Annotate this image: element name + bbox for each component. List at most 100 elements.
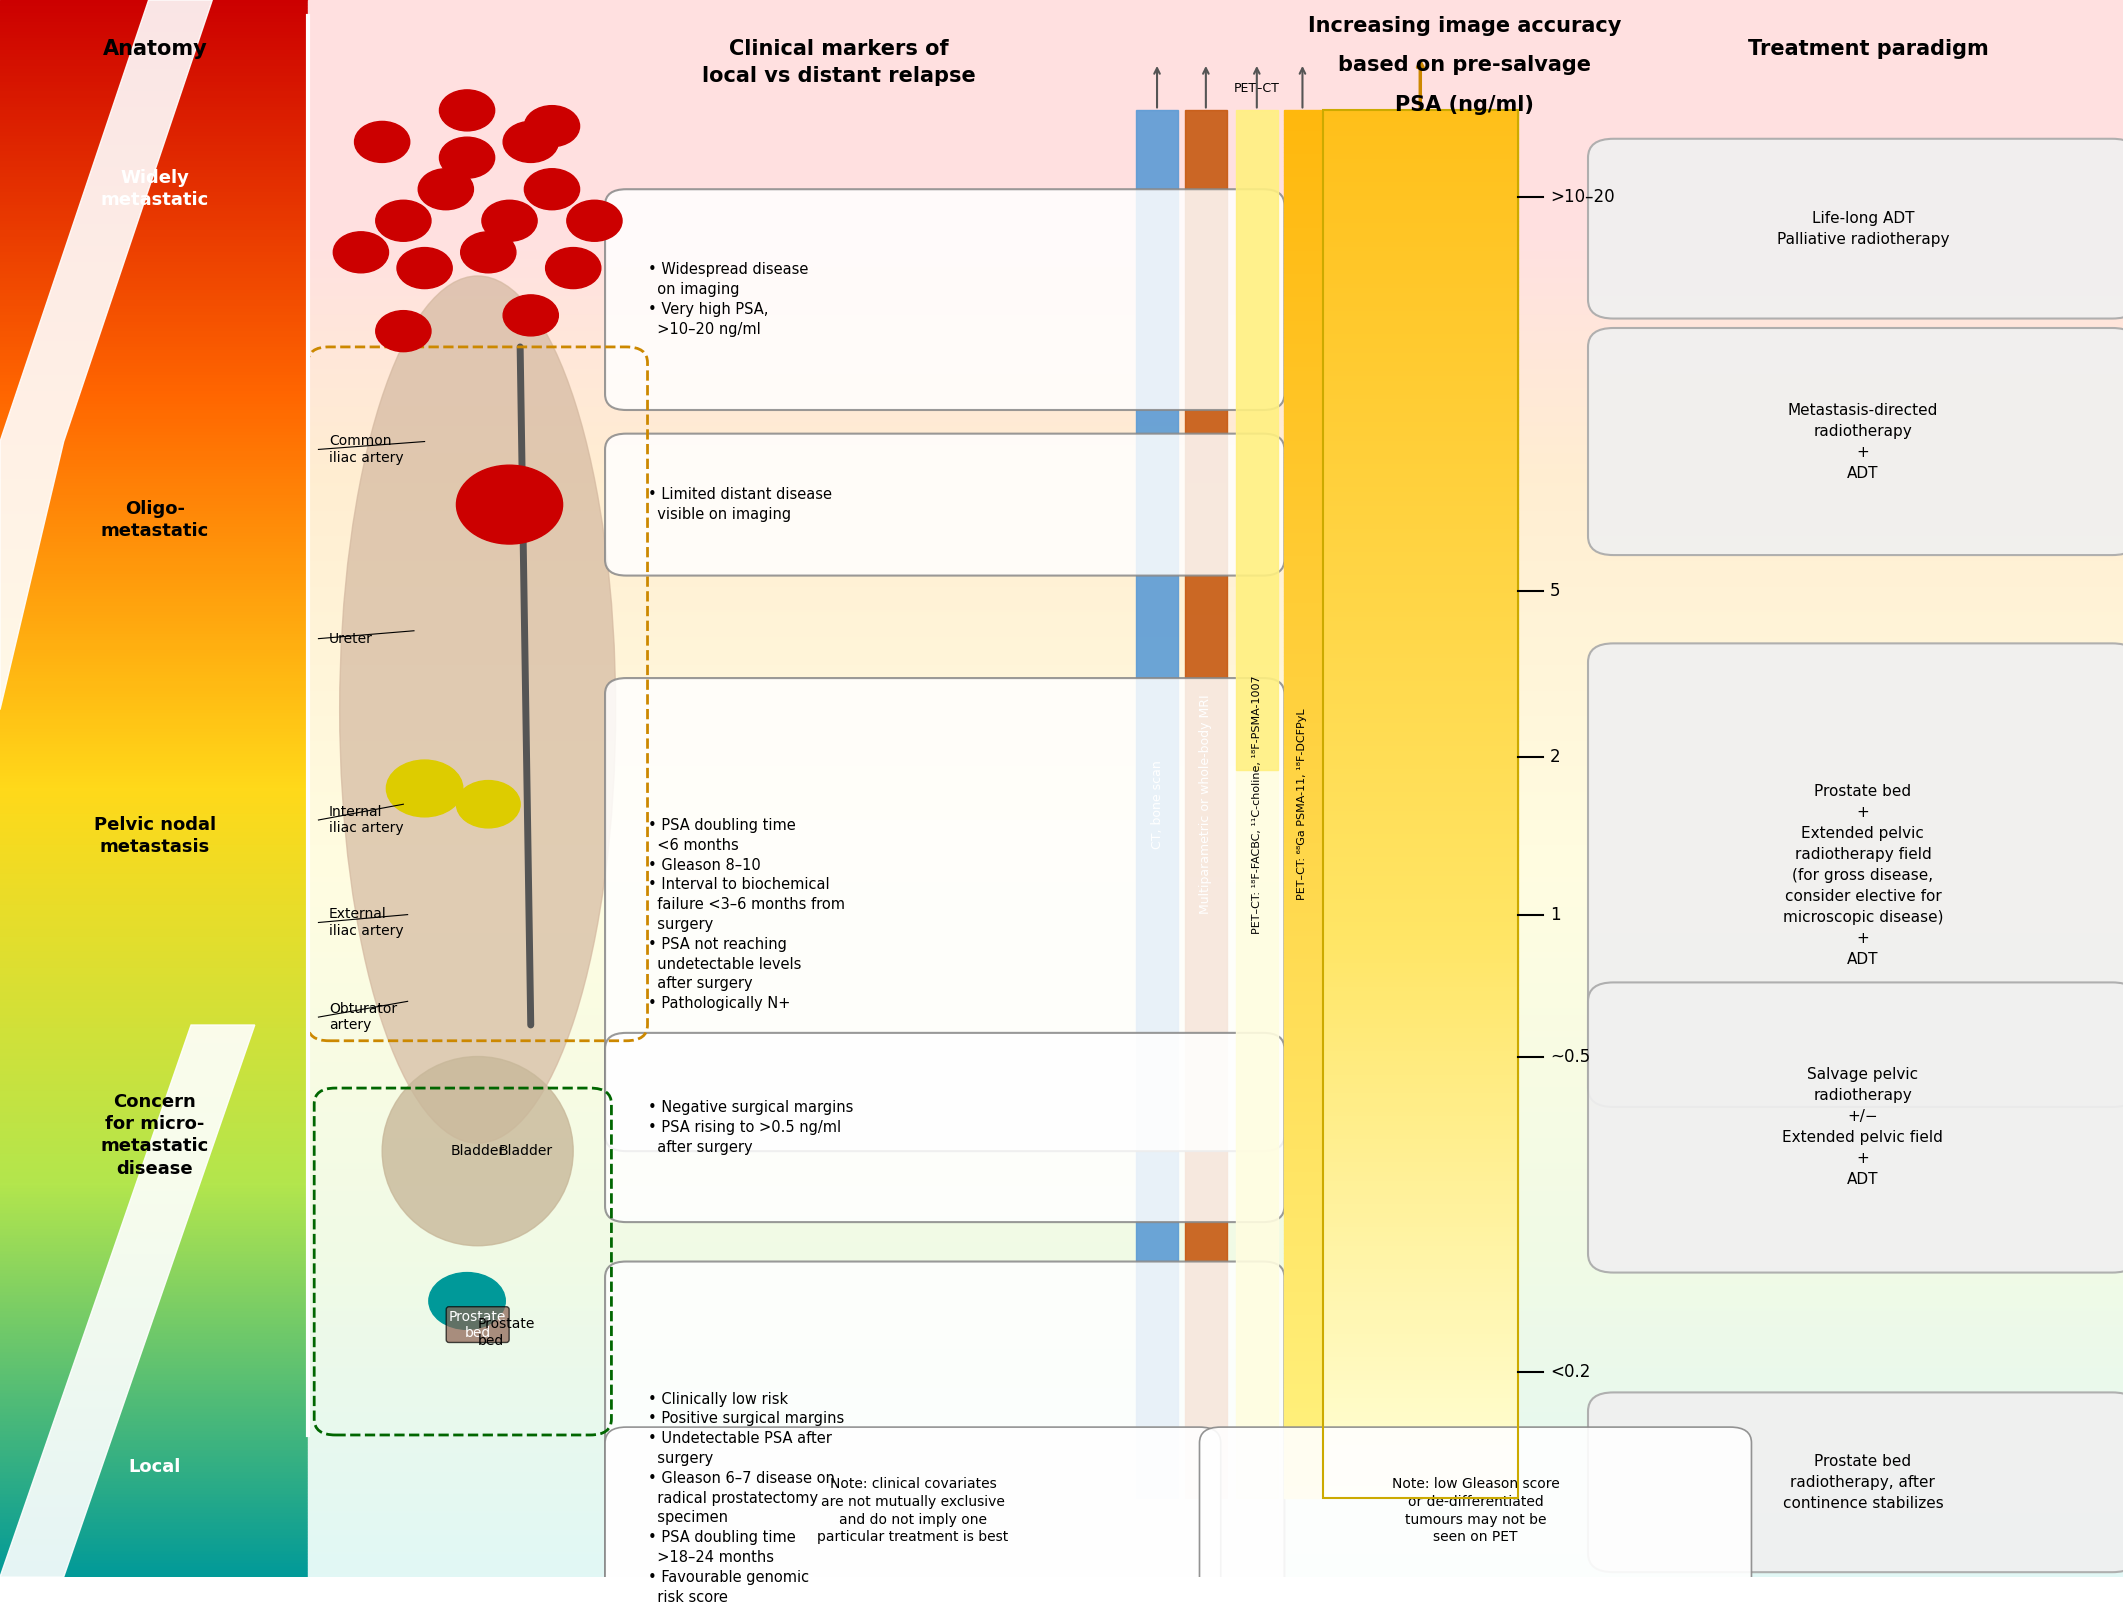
Bar [0, 1501, 308, 1504]
Bar [1284, 896, 1321, 901]
Bar [0, 584, 308, 587]
Bar [1323, 624, 1518, 629]
Bar [308, 113, 2123, 117]
Bar [0, 911, 308, 914]
Bar [0, 1067, 308, 1070]
Bar [1323, 282, 1518, 287]
Bar [1284, 360, 1321, 365]
Bar [308, 770, 2123, 773]
Bar [1323, 115, 1518, 120]
Bar [0, 1141, 308, 1144]
Bar [0, 504, 308, 507]
Bar [0, 70, 308, 73]
Text: Oligo-
metastatic: Oligo- metastatic [102, 501, 208, 540]
Bar [1284, 1091, 1321, 1096]
Bar [0, 1054, 308, 1057]
Bar [308, 937, 2123, 940]
Bar [308, 1571, 2123, 1574]
Bar [1284, 439, 1321, 444]
Bar [308, 1517, 2123, 1520]
Bar [1323, 856, 1518, 859]
Polygon shape [0, 1024, 255, 1577]
Bar [308, 1067, 2123, 1070]
Bar [1323, 1106, 1518, 1109]
Bar [308, 430, 2123, 433]
Bar [308, 1141, 2123, 1144]
Bar [1323, 462, 1518, 467]
Bar [308, 1334, 2123, 1337]
Bar [1323, 1146, 1518, 1151]
Bar [0, 300, 308, 303]
Bar [0, 558, 308, 561]
Bar [308, 1558, 2123, 1561]
Bar [1284, 1063, 1321, 1068]
Bar [1284, 794, 1321, 799]
Bar [0, 1195, 308, 1198]
Bar [0, 13, 308, 16]
Bar [1323, 1388, 1518, 1392]
Bar [1284, 1401, 1321, 1405]
Bar [0, 1057, 308, 1060]
Bar [308, 246, 2123, 250]
Bar [1323, 1128, 1518, 1133]
Bar [1284, 919, 1321, 924]
Bar [1323, 170, 1518, 175]
Bar [0, 1084, 308, 1088]
Bar [308, 950, 2123, 953]
Bar [1284, 1211, 1321, 1216]
Bar [0, 261, 308, 264]
Bar [1284, 120, 1321, 125]
Bar [1323, 258, 1518, 263]
Bar [0, 104, 308, 107]
Bar [308, 240, 2123, 243]
Bar [1284, 1243, 1321, 1248]
Bar [308, 754, 2123, 757]
Bar [1323, 832, 1518, 836]
Bar [308, 757, 2123, 760]
Bar [1284, 652, 1321, 657]
Bar [308, 243, 2123, 246]
Bar [1284, 190, 1321, 193]
Bar [308, 190, 2123, 193]
Bar [308, 716, 2123, 720]
Bar [1284, 629, 1321, 634]
Bar [0, 877, 308, 880]
Bar [0, 827, 308, 830]
Bar [0, 1151, 308, 1154]
Bar [1323, 1114, 1518, 1118]
Bar [1323, 392, 1518, 397]
Bar [308, 1422, 2123, 1425]
Bar [308, 974, 2123, 977]
Bar [308, 961, 2123, 964]
Bar [0, 467, 308, 470]
Bar [1323, 924, 1518, 929]
Bar [0, 6, 308, 10]
Bar [0, 384, 308, 387]
Bar [308, 86, 2123, 88]
Bar [1323, 480, 1518, 485]
Bar [1323, 609, 1518, 614]
Bar [1284, 425, 1321, 430]
Bar [308, 66, 2123, 70]
Bar [1284, 1151, 1321, 1156]
Bar [308, 101, 2123, 104]
Bar [1284, 444, 1321, 447]
Text: Metastasis-directed
radiotherapy
+
ADT: Metastasis-directed radiotherapy + ADT [1788, 402, 1938, 480]
Bar [308, 747, 2123, 751]
Bar [308, 16, 2123, 19]
Bar [1284, 207, 1321, 212]
Bar [308, 457, 2123, 460]
Text: Note: clinical covariates
are not mutually exclusive
and do not imply one
partic: Note: clinical covariates are not mutual… [817, 1477, 1008, 1545]
Bar [1323, 869, 1518, 874]
Bar [308, 170, 2123, 173]
Bar [0, 848, 308, 851]
Bar [308, 133, 2123, 136]
Bar [308, 1031, 2123, 1034]
Bar [0, 681, 308, 684]
Bar [308, 1520, 2123, 1524]
Bar [0, 647, 308, 650]
Bar [0, 1555, 308, 1558]
Bar [1323, 874, 1518, 879]
Bar [1284, 115, 1321, 120]
Bar [0, 170, 308, 173]
